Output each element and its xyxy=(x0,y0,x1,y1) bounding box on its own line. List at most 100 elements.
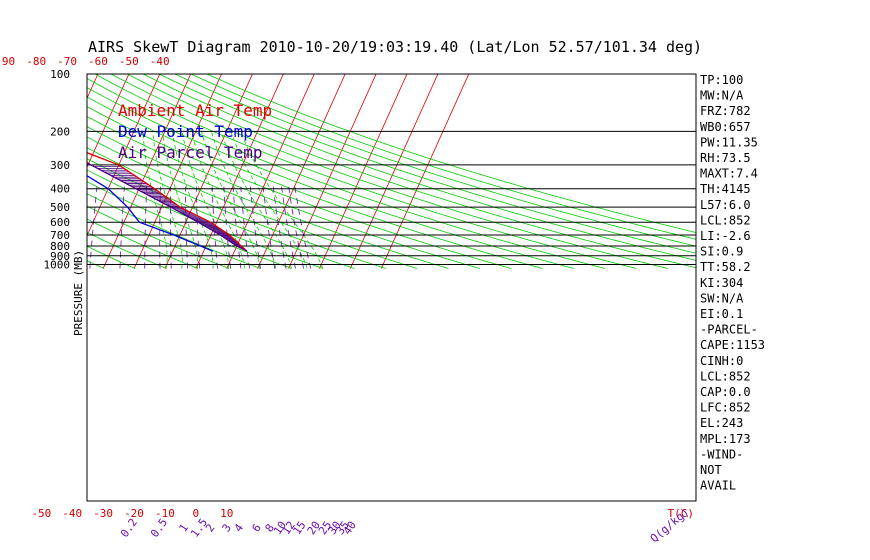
legend: Ambient Air Temp Dew Point Temp Air Parcel… xyxy=(118,101,272,162)
dry-adiabat-line xyxy=(87,77,606,269)
index-item: WB0:657 xyxy=(700,120,751,134)
pressure-tick-label: 800 xyxy=(50,240,70,253)
index-item: -WIND- xyxy=(700,447,743,461)
moist-adiabat-line xyxy=(171,131,214,269)
top-temp-tick-label: -50 xyxy=(119,55,139,68)
index-item: SI:0.9 xyxy=(700,245,743,259)
background-lines xyxy=(0,70,696,269)
dry-adiabat-line xyxy=(87,181,292,269)
index-item: -PARCEL- xyxy=(700,323,758,337)
moist-adiabat-line xyxy=(220,131,292,269)
pressure-tick-label: 100 xyxy=(50,68,70,81)
index-item: TP:100 xyxy=(700,73,743,87)
index-item: MPL:173 xyxy=(700,432,751,446)
mixing-ratio-tick-label: 40 xyxy=(341,519,359,537)
moist-adiabat-line xyxy=(240,131,324,269)
index-item: KI:304 xyxy=(700,276,743,290)
top-temp-tick-label: -40 xyxy=(150,55,170,68)
dry-adiabat-line xyxy=(87,126,449,269)
pressure-tick-label: 900 xyxy=(50,250,70,263)
mixing-ratio-tick-label: 25 xyxy=(316,519,334,537)
index-item: NOT xyxy=(700,463,722,477)
pressure-tick-label: 500 xyxy=(50,201,70,214)
dry-adiabat-line xyxy=(87,205,230,269)
dry-adiabat-line xyxy=(126,74,696,269)
dry-adiabat-line xyxy=(94,74,637,269)
dry-adiabat-line xyxy=(174,74,696,247)
dry-adiabat-line xyxy=(142,74,696,261)
mixing-ratio-tick-label: 4 xyxy=(232,521,247,534)
index-item: L57:6.0 xyxy=(700,198,751,212)
index-item: TH:4145 xyxy=(700,182,751,196)
legend-item: Dew Point Temp xyxy=(118,122,253,141)
pressure-tick-label: 300 xyxy=(50,159,70,172)
mixing-ratio-tick-label: 20 xyxy=(305,519,323,537)
pressure-tick-label: 1000 xyxy=(44,259,71,272)
dry-adiabat-line xyxy=(87,245,136,269)
index-item: CINH:0 xyxy=(700,354,743,368)
data-lines xyxy=(87,152,248,252)
top-temp-tick-label: -60 xyxy=(88,55,108,68)
mixing-ratio-tick-label: 30 xyxy=(326,519,344,537)
pressure-tick-label: 200 xyxy=(50,125,70,138)
ambient-temp-line xyxy=(87,152,248,252)
index-item: MW:N/A xyxy=(700,89,744,103)
dry-adiabat-line xyxy=(87,193,261,269)
bottom-temp-tick-label: -50 xyxy=(31,507,51,520)
dry-adiabat-line xyxy=(87,87,574,269)
bottom-temp-tick-label: 10 xyxy=(220,507,233,520)
index-item: LCL:852 xyxy=(700,213,751,227)
dry-adiabat-line xyxy=(87,147,386,269)
mixing-ratio-tick-label: 10 xyxy=(271,519,289,537)
bottom-temp-tick-label: -30 xyxy=(93,507,113,520)
legend-item: Air Parcel Temp xyxy=(118,143,263,162)
isotherm-line xyxy=(0,70,7,269)
dry-adiabat-line xyxy=(190,74,696,240)
dry-adiabat-line xyxy=(87,115,480,269)
moist-adiabat-line xyxy=(152,131,183,269)
index-item: AVAIL xyxy=(700,479,736,493)
moist-adiabat-line xyxy=(162,131,199,269)
dry-adiabat-line xyxy=(0,74,41,269)
mixing-ratio-tick-label: 35 xyxy=(334,519,352,537)
legend-item: Ambient Air Temp xyxy=(118,101,272,120)
top-temp-tick-label: -90 xyxy=(0,55,15,68)
moist-adiabat-line xyxy=(191,131,245,269)
index-item: CAPE:1153 xyxy=(700,338,765,352)
pressure-axis-label: PRESSURE (MB) xyxy=(72,250,85,336)
index-item: LCL:852 xyxy=(700,369,751,383)
temp-unit-label: T(C) xyxy=(668,507,695,520)
index-item: MAXT:7.4 xyxy=(700,167,758,181)
pressure-tick-label: 700 xyxy=(50,229,70,242)
plot-frame xyxy=(86,73,697,502)
moist-adiabat-line xyxy=(230,131,308,269)
bottom-temp-tick-label: -20 xyxy=(124,507,144,520)
index-item: RH:73.5 xyxy=(700,151,751,165)
top-temp-tick-label: -70 xyxy=(57,55,77,68)
mixing-ratio-tick-label: 12 xyxy=(280,519,298,537)
dry-adiabat-line xyxy=(87,158,355,269)
isotherm-line xyxy=(0,70,38,269)
dry-adiabat-line xyxy=(110,74,668,269)
index-item: EL:243 xyxy=(700,416,743,430)
dry-adiabat-line xyxy=(87,218,198,269)
mixing-ratio-tick-label: 6 xyxy=(249,522,263,535)
dry-adiabat-line xyxy=(206,74,696,233)
dewpoint-temp-line xyxy=(87,174,214,252)
index-item: TT:58.2 xyxy=(700,260,751,274)
moist-adiabat-line xyxy=(142,131,168,269)
index-item: LFC:852 xyxy=(700,401,751,415)
pressure-tick-label: 600 xyxy=(50,216,70,229)
bottom-temp-tick-label: -10 xyxy=(155,507,175,520)
top-temp-tick-label: -80 xyxy=(26,55,46,68)
chart-title: AIRS SkewT Diagram 2010-10-20/19:03:19.4… xyxy=(88,38,702,56)
index-item: EI:0.1 xyxy=(700,307,743,321)
dry-adiabat-line xyxy=(87,136,418,269)
index-item: PW:11.35 xyxy=(700,135,758,149)
mixing-ratio-tick-label: 2 xyxy=(203,522,217,535)
pressure-tick-label: 400 xyxy=(50,183,70,196)
bottom-temp-tick-label: -40 xyxy=(62,507,82,520)
bottom-temp-tick-label: 0 xyxy=(192,507,199,520)
